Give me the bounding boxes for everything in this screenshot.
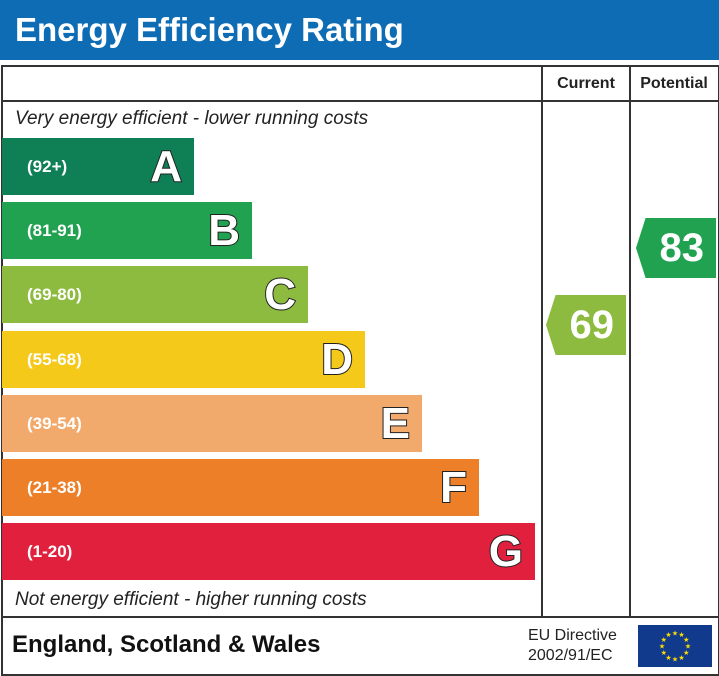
potential-rating-arrow: 83 <box>636 218 716 278</box>
band-letter: A <box>149 141 183 192</box>
eu-directive: EU Directive 2002/91/EC <box>528 626 617 666</box>
band-letter: D <box>320 334 354 385</box>
star-icon: ★ <box>678 654 684 662</box>
column-divider <box>541 65 543 618</box>
band-letter: B <box>207 205 241 256</box>
band-e: (39-54) E <box>2 395 422 452</box>
band-range: (81-91) <box>27 221 82 240</box>
star-icon: ★ <box>659 643 665 651</box>
band-range: (55-68) <box>27 350 82 369</box>
potential-header: Potential <box>640 75 708 92</box>
bottom-note: Not energy efficient - higher running co… <box>15 589 367 610</box>
top-note: Very energy efficient - lower running co… <box>15 108 369 129</box>
band-range: (39-54) <box>27 414 82 433</box>
band-c: (69-80) C <box>2 266 308 323</box>
star-icon: ★ <box>685 643 691 651</box>
star-icon: ★ <box>683 636 689 644</box>
star-icon: ★ <box>661 636 667 644</box>
band-letter: F <box>439 462 468 513</box>
band-b: (81-91) B <box>2 202 252 259</box>
band-letter: G <box>488 526 524 577</box>
star-icon: ★ <box>683 649 689 657</box>
star-icon: ★ <box>678 631 684 639</box>
directive-line1: EU Directive <box>528 627 617 644</box>
band-range: (92+) <box>27 157 68 176</box>
directive-line2: 2002/91/EC <box>528 647 613 664</box>
current-header: Current <box>557 75 615 92</box>
star-icon: ★ <box>672 656 678 664</box>
band-range: (69-80) <box>27 285 82 304</box>
band-f: (21-38) F <box>2 459 479 516</box>
star-icon: ★ <box>665 654 671 662</box>
band-a: (92+) A <box>2 138 194 195</box>
star-icon: ★ <box>672 630 678 638</box>
band-g: (1-20) G <box>2 523 535 580</box>
band-range: (1-20) <box>27 542 73 561</box>
current-rating-arrow: 69 <box>546 295 626 355</box>
eu-flag-icon: ★ ★★★★★★★★★★★ <box>638 625 712 667</box>
region-label: England, Scotland & Wales <box>12 631 321 658</box>
band-letter: E <box>380 398 411 449</box>
chart-title: Energy Efficiency Rating <box>0 0 719 60</box>
footer-divider <box>1 616 718 618</box>
header-divider <box>1 100 718 102</box>
column-divider <box>629 65 631 618</box>
star-icon: ★ <box>665 631 671 639</box>
band-d: (55-68) D <box>2 331 365 388</box>
band-range: (21-38) <box>27 478 82 497</box>
star-icon: ★ <box>661 649 667 657</box>
band-letter: C <box>263 269 297 320</box>
